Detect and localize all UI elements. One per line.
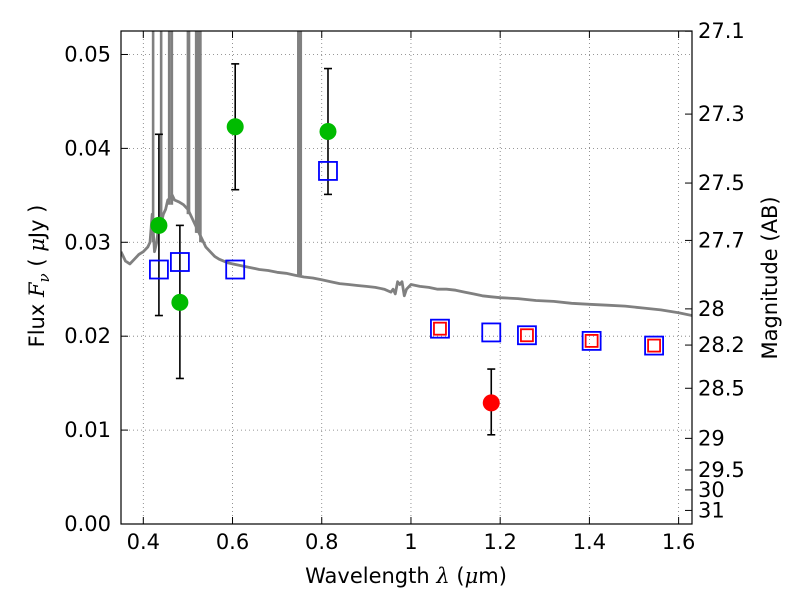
model-square [581, 330, 602, 351]
model-square [430, 318, 450, 339]
model-square [169, 252, 190, 272]
errorbar-point [226, 63, 244, 191]
spectrum-continuum [121, 193, 692, 317]
y2-tick-label: 27.7 [698, 228, 745, 252]
y2-tick-label: 28.2 [698, 333, 745, 357]
model-square [318, 161, 338, 181]
y-tick-label: 0.04 [64, 136, 111, 160]
y2-tick-label: 27.1 [698, 19, 745, 43]
y-tick-label: 0.01 [64, 418, 111, 442]
y2-tick-label: 27.5 [698, 171, 745, 195]
x-axis-label: Wavelength λ (μm) [305, 564, 507, 588]
y2-tick-label: 28.5 [698, 376, 745, 400]
model-square [433, 321, 447, 336]
x-tick-label: 1.4 [573, 530, 606, 554]
y2-tick-label: 27.3 [698, 102, 745, 126]
errorbar-point [150, 133, 168, 317]
model-square [225, 259, 246, 280]
model-square [647, 338, 661, 353]
data-marker [319, 122, 337, 140]
model-square [481, 322, 502, 343]
model-square [644, 335, 664, 356]
x-tick-label: 1.6 [662, 530, 695, 554]
x-tick-label: 1.2 [483, 530, 516, 554]
y-axis-ticks: 0.00 0.01 0.02 0.03 0.04 0.05 [64, 42, 128, 536]
x-tick-label: 0.6 [216, 530, 249, 554]
model-spectrum [121, 31, 692, 317]
model-square [584, 333, 599, 348]
x-axis-ticks: 0.4 0.6 0.8 1 1.2 1.4 1.6 [127, 31, 695, 554]
y2-tick-label: 28 [698, 297, 725, 321]
data-marker [171, 293, 189, 311]
data-marker [150, 216, 168, 234]
model-square [520, 328, 534, 343]
errorbar-point [319, 67, 337, 196]
grid [121, 31, 692, 525]
model-square [149, 259, 169, 280]
errorbar-point [171, 224, 189, 380]
y2-tick-label: 30 [698, 478, 725, 502]
data-marker [482, 394, 500, 412]
y-tick-label: 0.05 [64, 42, 111, 66]
plot-frame [120, 30, 693, 525]
y2-axis-label: Magnitude (AB) [758, 196, 782, 359]
y2-tick-label: 31 [698, 498, 725, 522]
y-tick-label: 0.00 [64, 512, 111, 536]
x-tick-label: 0.4 [127, 530, 160, 554]
y-tick-label: 0.03 [64, 230, 111, 254]
y2-tick-label: 29 [698, 426, 725, 450]
model-square [517, 325, 537, 346]
y-tick-label: 0.02 [64, 324, 111, 348]
data-marker [226, 118, 244, 136]
photometry-points [149, 63, 664, 436]
y-axis-label: Flux Fν ( μJy ) [25, 205, 53, 348]
x-tick-label: 0.8 [305, 530, 338, 554]
errorbar-point [482, 368, 500, 436]
x-tick-label: 1 [404, 530, 417, 554]
y2-tick-label: 29.5 [698, 458, 745, 482]
